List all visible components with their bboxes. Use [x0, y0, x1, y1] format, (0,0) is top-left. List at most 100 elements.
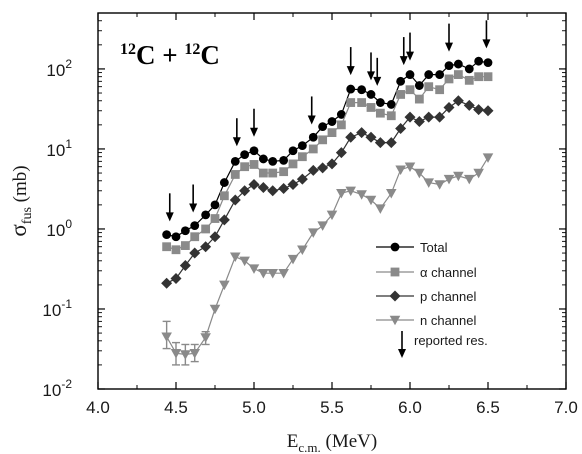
series-total-point	[249, 146, 259, 156]
y-tick-label: 10-1	[42, 297, 72, 320]
series-n-point	[219, 280, 230, 291]
series-p-point	[189, 247, 201, 259]
x-tick-label: 5.0	[242, 398, 266, 417]
series-p-point	[356, 127, 368, 139]
resonance-arrow-head	[367, 71, 375, 81]
series-p-point	[229, 194, 241, 206]
series-n-point	[200, 333, 211, 343]
series-n-point	[375, 204, 386, 214]
series-n-point	[189, 348, 200, 359]
series-alpha-point	[435, 85, 445, 95]
legend-resonance-label: reported res.	[414, 333, 488, 348]
reaction-label: 12C + 12C	[120, 40, 220, 70]
series-n-point	[248, 264, 260, 274]
resonance-arrow	[346, 47, 355, 76]
series-alpha-point	[258, 168, 268, 178]
series-alpha-line	[166, 73, 488, 251]
y-tick-label: 100	[46, 217, 72, 240]
series-alpha-point	[318, 135, 328, 145]
series-alpha-point	[279, 167, 289, 177]
resonance-arrow	[250, 108, 258, 137]
y-tick-exponent: 2	[65, 57, 72, 71]
series-total-point	[318, 122, 328, 132]
y-tick-base: 10	[46, 141, 65, 160]
series-alpha-point	[210, 214, 220, 223]
series-total-point	[268, 156, 278, 166]
series-total-point	[180, 226, 190, 236]
series-alpha-point	[268, 168, 278, 178]
series-n-point	[308, 228, 319, 238]
resonance-arrow-head	[482, 39, 491, 49]
series-p-point	[326, 158, 338, 170]
series-alpha-point	[464, 75, 474, 85]
series-p-point	[317, 162, 329, 174]
series-alpha-point	[171, 245, 181, 255]
series-p-point	[443, 101, 455, 113]
series-total-point	[297, 141, 307, 151]
series-total-point	[464, 64, 474, 74]
series-p-point	[209, 231, 221, 243]
y-tick-base: 10	[42, 301, 61, 320]
series-p-point	[267, 185, 279, 197]
series-alpha-point	[288, 159, 298, 169]
series-alpha-point	[162, 242, 172, 252]
reaction-mass-1: 12	[120, 41, 136, 58]
series-alpha-point	[308, 144, 318, 154]
series-alpha-point	[424, 82, 434, 92]
series-n-point	[326, 210, 338, 221]
series-p-point	[239, 185, 251, 197]
series-p-point	[385, 137, 397, 149]
series-alpha-point	[201, 224, 211, 234]
series-n-point	[443, 174, 455, 185]
resonance-arrow-head	[373, 76, 382, 86]
series-n-point	[161, 332, 172, 343]
series-n-point	[423, 178, 434, 188]
series-total-point	[230, 156, 240, 166]
y-tick-exponent: -1	[61, 297, 72, 311]
reaction-nucleus-1: C +	[136, 40, 184, 70]
legend-alpha-marker	[390, 267, 400, 277]
series-n-point	[209, 304, 221, 315]
legend-n-marker	[389, 315, 401, 326]
series-n-point	[297, 245, 308, 256]
series-n-point	[278, 268, 289, 279]
series-total-point	[190, 221, 200, 231]
series-p-point	[296, 173, 308, 185]
resonance-arrow-head	[445, 42, 453, 52]
series-p-point	[307, 164, 319, 176]
series-total-line	[166, 60, 489, 238]
series-alpha-point	[346, 98, 356, 107]
series-n-point	[170, 348, 182, 359]
series-alpha-point	[386, 111, 396, 121]
series-p-point	[179, 259, 191, 271]
series-alpha-point	[483, 72, 493, 82]
series-alpha-point	[190, 232, 200, 242]
series-n-point	[386, 188, 397, 199]
series-total-point	[357, 85, 367, 95]
series-p-point	[345, 131, 357, 143]
series-alpha-point	[327, 128, 337, 138]
series-total-point	[210, 200, 220, 210]
series-p-point	[434, 111, 446, 123]
series-alpha-point	[230, 170, 240, 179]
legend-total-marker	[390, 242, 400, 252]
series-total-point	[435, 70, 445, 79]
series-n-point	[258, 268, 269, 279]
series-total-point	[308, 132, 318, 142]
resonance-arrow-head	[189, 203, 198, 213]
series-alpha-point	[453, 70, 463, 79]
series-alpha-point	[297, 152, 307, 162]
series-p-point	[423, 111, 435, 123]
series-alpha-point	[249, 160, 259, 169]
x-axis-title-main: E	[287, 431, 299, 452]
series-p-point	[404, 111, 416, 123]
x-tick-label: 6.5	[476, 398, 500, 417]
resonance-arrow-head	[399, 56, 408, 66]
series-p-point	[365, 131, 377, 143]
resonance-arrow	[445, 23, 453, 52]
y-tick-base: 10	[46, 221, 65, 240]
series-n-point	[345, 186, 356, 197]
series-p-point	[463, 99, 475, 111]
